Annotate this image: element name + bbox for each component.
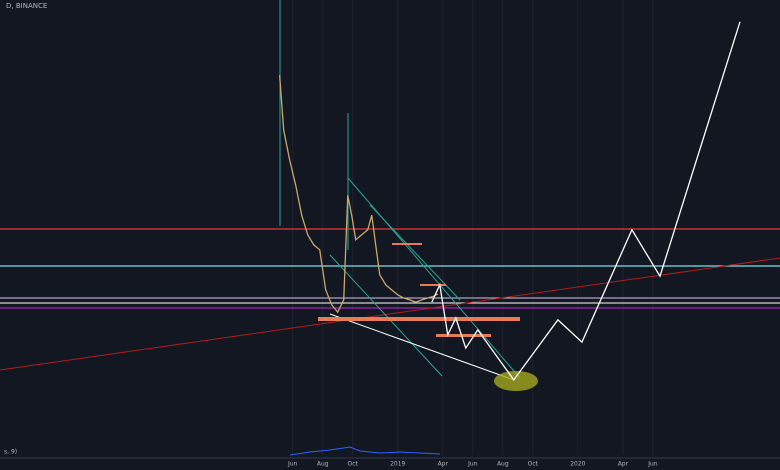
x-tick-label: Apr: [618, 461, 629, 468]
series-line: [431, 21, 741, 382]
x-tick-label: Jun: [467, 461, 478, 468]
chart-title: D, BINANCE: [6, 2, 47, 10]
x-tick-label: Oct: [348, 461, 359, 468]
x-tick-label: Aug: [317, 461, 329, 468]
x-tick-label: Jun: [647, 461, 658, 468]
x-tick-label: Jun: [287, 461, 298, 468]
x-tick-label: Apr: [438, 461, 449, 468]
x-tick-label: 2020: [570, 461, 585, 468]
drawings: [0, 0, 780, 456]
x-tick-label: Oct: [528, 461, 539, 468]
indicator-label: s, 9): [4, 449, 17, 456]
series-line: [278, 75, 439, 314]
x-tick-label: 2019: [390, 461, 405, 468]
grid: [292, 0, 654, 455]
x-tick-label: Aug: [497, 461, 509, 468]
